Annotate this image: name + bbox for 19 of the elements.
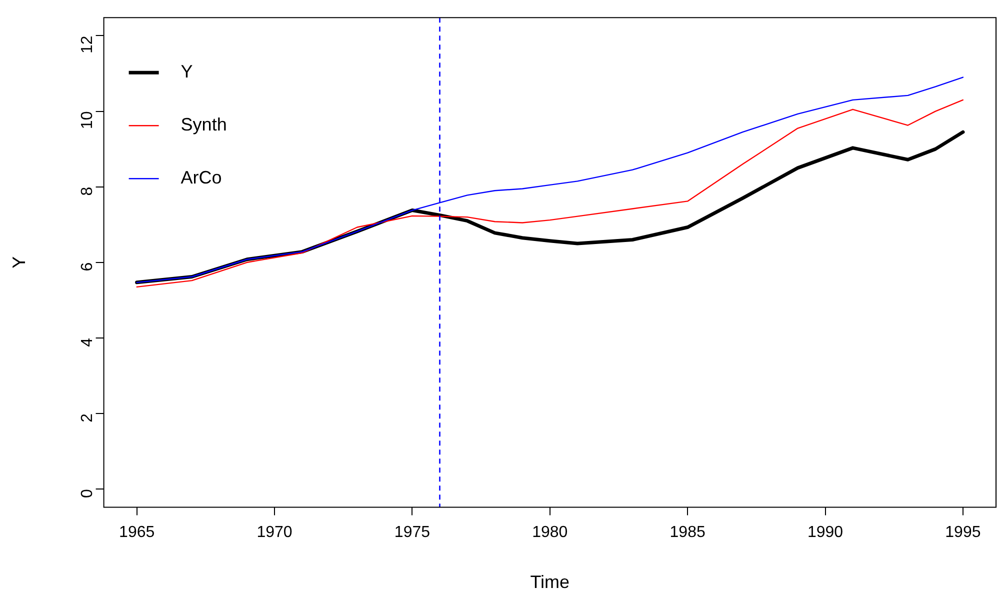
y-tick-label: 4 (79, 338, 96, 347)
x-axis-title: Time (530, 572, 570, 592)
x-tick-label: 1990 (807, 524, 844, 542)
x-tick-label: 1970 (256, 524, 292, 542)
legend-label: Synth (180, 114, 227, 135)
y-tick-label: 10 (79, 111, 96, 130)
y-tick-label: 12 (79, 36, 96, 54)
y-axis-title: Y (8, 256, 29, 268)
x-tick-label: 1965 (119, 524, 155, 542)
x-tick-label: 1975 (394, 524, 430, 542)
y-tick-label: 0 (79, 488, 96, 498)
y-tick-label: 8 (79, 186, 96, 196)
y-tick-label: 2 (79, 413, 96, 422)
legend-label: Y (180, 62, 193, 82)
y-tick-label: 6 (79, 262, 96, 272)
x-tick-label: 1995 (945, 524, 981, 542)
legend-label: ArCo (180, 168, 222, 188)
x-tick-label: 1985 (670, 524, 706, 542)
x-tick-label: 1980 (532, 524, 568, 542)
